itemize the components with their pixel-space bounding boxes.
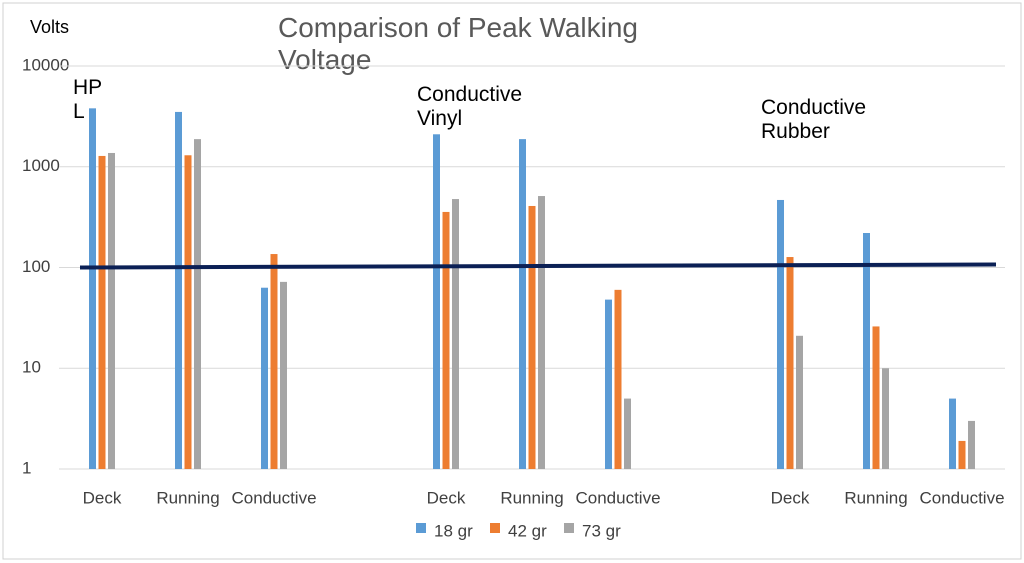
bar xyxy=(614,289,622,469)
x-tick-label: Deck xyxy=(427,488,466,507)
bar xyxy=(777,199,784,470)
bar xyxy=(968,420,975,469)
legend-marker xyxy=(564,523,574,533)
chart-title: Comparison of Peak Walking Voltage xyxy=(278,12,646,75)
x-tick-label: Conductive xyxy=(919,488,1004,507)
x-tick-label: Running xyxy=(156,488,219,507)
y-tick-label: 10000 xyxy=(22,55,69,74)
y-tick-label: 10 xyxy=(22,358,41,377)
bar xyxy=(958,440,966,469)
annotation: Conductive Vinyl xyxy=(417,83,528,130)
reference-line xyxy=(79,262,997,270)
bar xyxy=(624,398,631,469)
annotation: HP L xyxy=(73,76,108,123)
x-tick-label: Running xyxy=(500,488,563,507)
bar xyxy=(605,299,612,469)
bar xyxy=(519,139,526,469)
x-tick-label: Deck xyxy=(83,488,122,507)
legend-marker xyxy=(416,523,426,533)
bar xyxy=(949,398,956,469)
x-tick-label: Running xyxy=(844,488,907,507)
bar xyxy=(261,287,268,469)
bar xyxy=(280,281,287,469)
annotation: Conductive Rubber xyxy=(761,96,872,143)
bar xyxy=(89,108,96,470)
bar xyxy=(872,326,880,469)
bar xyxy=(786,257,794,469)
bar xyxy=(442,211,450,469)
y-axis-label: Volts xyxy=(30,17,69,37)
bar xyxy=(433,134,440,469)
bar xyxy=(452,199,459,469)
bar xyxy=(184,155,192,469)
bar xyxy=(796,335,803,469)
bar xyxy=(175,111,182,469)
y-tick-label: 1000 xyxy=(22,156,60,175)
y-tick-label: 1 xyxy=(22,458,31,477)
x-tick-label: Deck xyxy=(771,488,810,507)
bar xyxy=(108,152,115,469)
legend-label: 73 gr xyxy=(582,521,621,540)
bar xyxy=(194,139,201,469)
bar xyxy=(528,205,536,469)
bar xyxy=(538,196,545,469)
bar xyxy=(98,155,106,469)
bar xyxy=(882,368,889,469)
legend-marker xyxy=(490,523,500,533)
legend-label: 42 gr xyxy=(508,521,547,540)
y-tick-label: 100 xyxy=(22,257,50,276)
bar xyxy=(270,254,278,469)
x-tick-label: Conductive xyxy=(575,488,660,507)
bar xyxy=(863,233,870,469)
x-tick-label: Conductive xyxy=(231,488,316,507)
legend-label: 18 gr xyxy=(434,521,473,540)
